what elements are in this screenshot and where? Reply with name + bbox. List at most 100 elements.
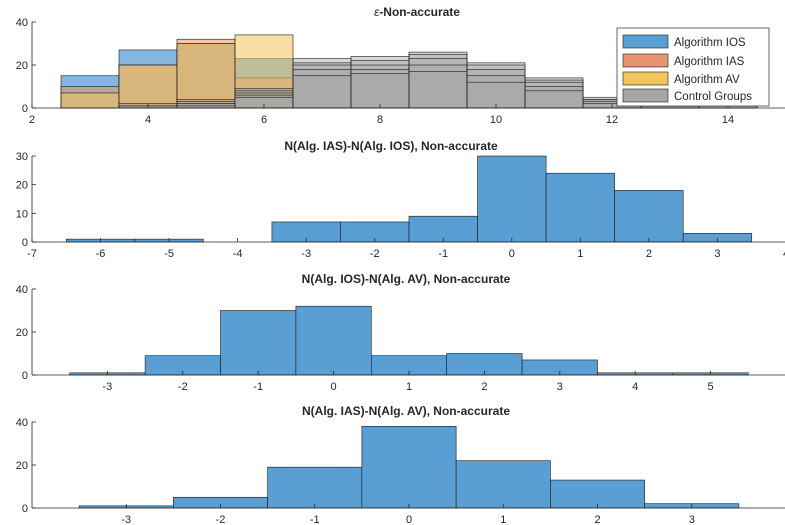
histogram-bar	[455, 460, 551, 509]
histogram-bar	[408, 53, 468, 109]
x-tick-label: 12	[606, 114, 618, 126]
histogram-bar	[350, 64, 410, 109]
histogram-bar	[350, 73, 410, 109]
histogram-bar	[466, 81, 526, 109]
x-tick-label: 14	[722, 114, 734, 126]
histogram-bar	[408, 71, 468, 109]
y-tick-label: 40	[16, 17, 28, 29]
x-tick-label: 0	[509, 248, 515, 260]
histogram-panel-epsilon-non-accurate: ε-Non-accurate 2 4 6 8 10 12 14 0 20 40 Algorithm…	[16, 5, 785, 126]
histogram-bar	[524, 90, 584, 109]
y-tick-label: 40	[16, 284, 28, 296]
x-tick-label: 3	[689, 514, 695, 525]
histogram-bar	[466, 64, 526, 109]
x-tick-label: -3	[103, 381, 113, 393]
histogram-panel-ias-minus-ios: N(Alg. IAS)-N(Alg. IOS), Non-accurate -7…	[16, 139, 785, 260]
x-tick-label: 2	[481, 381, 487, 393]
histogram-bar	[361, 425, 457, 509]
histogram-bar	[60, 92, 120, 109]
y-tick-label: 20	[16, 327, 28, 339]
legend-swatch-ias	[622, 53, 669, 68]
y-tick-label: 0	[22, 370, 28, 382]
x-tick-label: -5	[164, 248, 174, 260]
histogram-bar	[220, 310, 297, 376]
y-tick-label: 10	[16, 208, 28, 220]
x-tick-label: -1	[253, 381, 263, 393]
axes: -3 -2 -1 0 1 2 3 4 5 0 20 40	[16, 284, 785, 393]
bar-group	[65, 155, 753, 243]
legend-swatch-control	[622, 88, 669, 103]
histogram-bar	[350, 60, 410, 109]
histogram-bar	[466, 75, 526, 109]
histogram-bar	[267, 466, 363, 509]
x-tick-label: 4	[145, 114, 151, 126]
axes: -7 -6 -5 -4 -3 -2 -1 0 1 2 3 4 0 10 20 30	[16, 151, 785, 260]
legend-label-ios: Algorithm IOS	[674, 37, 746, 49]
panel-title-text: -Non-accurate	[379, 5, 460, 19]
y-tick-label: 20	[16, 180, 28, 192]
histogram-bar	[524, 77, 584, 109]
x-tick-label: 1	[500, 514, 506, 525]
histogram-panel-ias-minus-av: N(Alg. IAS)-N(Alg. AV), Non-accurate -3-…	[16, 404, 785, 525]
x-tick-label: 1	[577, 248, 583, 260]
bar-group	[60, 34, 758, 109]
x-tick-label: 10	[490, 114, 502, 126]
histogram-bar	[176, 43, 236, 109]
histogram-bar	[408, 64, 468, 109]
legend-swatch-av	[622, 71, 669, 86]
histogram-bar	[292, 75, 352, 109]
y-tick-label: 0	[22, 103, 28, 115]
panel-title-symbol: ε	[374, 5, 380, 19]
x-tick-label: 8	[377, 114, 383, 126]
histogram-bar	[234, 34, 294, 109]
x-tick-label: -3	[121, 514, 131, 525]
histogram-bar	[408, 51, 468, 109]
x-tick-label: 4	[632, 381, 638, 393]
histogram-bar	[295, 305, 372, 376]
x-tick-label: -6	[96, 248, 106, 260]
x-tick-label: 2	[646, 248, 652, 260]
axes: -3 -2 -1 0 1 2 3 0 20 40	[16, 417, 785, 525]
panel-title: N(Alg. IOS)-N(Alg. AV), Non-accurate	[302, 272, 511, 286]
x-tick-label: 0	[406, 514, 412, 525]
x-tick-label: 3	[714, 248, 720, 260]
axes: 2 4 6 8 10 12 14 0 20 40	[16, 17, 785, 126]
y-tick-label: 40	[16, 417, 28, 429]
panel-title: N(Alg. IAS)-N(Alg. IOS), Non-accurate	[284, 139, 498, 153]
legend-swatch-ios	[622, 34, 669, 49]
x-tick-label: -2	[178, 381, 188, 393]
x-tick-label: 2	[29, 114, 35, 126]
histogram-bar	[477, 155, 547, 243]
x-tick-label: -7	[27, 248, 37, 260]
x-tick-label: -2	[370, 248, 380, 260]
x-tick-label: 2	[594, 514, 600, 525]
x-tick-label: 0	[331, 381, 337, 393]
histogram-bar	[614, 190, 684, 243]
y-tick-label: 0	[22, 237, 28, 249]
y-tick-label: 0	[22, 503, 28, 515]
legend-label-control: Control Groups	[674, 91, 752, 103]
histogram-bar	[292, 58, 352, 109]
x-tick-label: 3	[557, 381, 563, 393]
x-tick-label: 4	[783, 248, 785, 260]
legend-label-ias: Algorithm IAS	[674, 56, 745, 68]
x-tick-label: 1	[406, 381, 412, 393]
histogram-bar	[118, 64, 178, 109]
y-tick-label: 20	[16, 60, 28, 72]
y-tick-label: 20	[16, 460, 28, 472]
histogram-bar	[545, 172, 615, 243]
x-tick-label: -3	[301, 248, 311, 260]
histogram-bar	[292, 64, 352, 109]
x-tick-label: -1	[310, 514, 320, 525]
x-tick-label: -4	[233, 248, 243, 260]
legend-label-av: Algorithm AV	[674, 74, 740, 86]
panel-title: N(Alg. IAS)-N(Alg. AV), Non-accurate	[302, 404, 510, 418]
histogram-bar	[550, 479, 645, 509]
y-tick-label: 30	[16, 151, 28, 163]
legend: Algorithm IOS Algorithm IAS Algorithm AV…	[616, 27, 770, 107]
x-tick-label: -1	[438, 248, 448, 260]
histogram-panel-ios-minus-av: N(Alg. IOS)-N(Alg. AV), Non-accurate -3 -…	[16, 272, 785, 393]
x-tick-label: -2	[216, 514, 226, 525]
x-tick-label: 6	[261, 114, 267, 126]
